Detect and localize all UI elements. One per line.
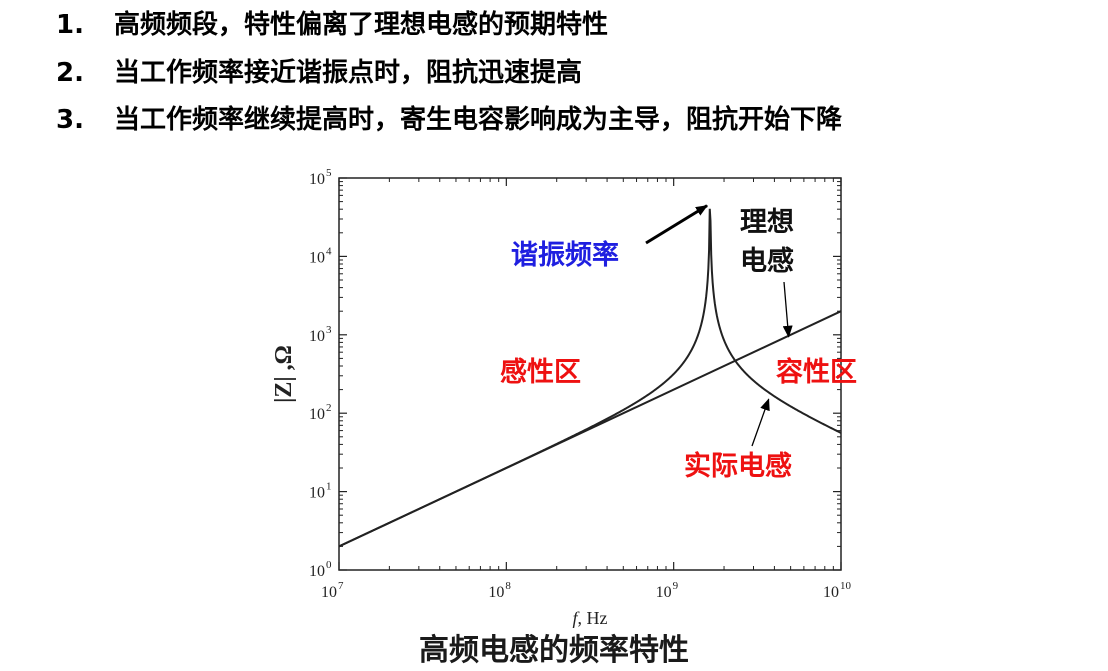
point-1-text: 高频频段，特性偏离了理想电感的预期特性 [114,10,609,40]
x-tick-label-0: 10 [321,584,337,601]
point-2: 2. 当工作频率接近谐振点时，阻抗迅速提高 [56,56,582,90]
y-tick-exponent-3: 3 [326,324,332,336]
x-axis-label: f, Hz [572,608,607,628]
figure-caption: 高频电感的频率特性 [419,633,689,668]
real-inductor-label: 实际电感 [684,450,792,482]
x-tick-label-3: 10 [823,584,839,601]
x-tick-label-2: 10 [656,584,672,601]
capacitive-region-label: 容性区 [776,356,857,388]
y-tick-exponent-2: 2 [326,402,332,414]
x-tick-exponent-1: 8 [505,580,511,592]
ideal-inductor-label-line2: 电感 [740,245,794,277]
real-inductor-curve [338,208,842,548]
inductive-region-label: 感性区 [500,356,581,388]
y-tick-label-5: 10 [309,171,325,188]
y-tick-label-4: 10 [309,249,325,266]
y-tick-label-1: 10 [309,485,325,502]
x-tick-exponent-3: 10 [840,580,852,592]
x-tick-label-1: 10 [488,584,504,601]
point-2-text: 当工作频率接近谐振点时，阻抗迅速提高 [114,58,583,88]
x-axis-label-unit: , Hz [578,608,608,628]
ideal-inductor-label-line1: 理想 [740,207,794,238]
y-tick-exponent-1: 1 [326,481,332,493]
real-inductor-arrow [751,398,770,447]
y-tick-exponent-5: 5 [326,167,332,179]
y-tick-exponent-4: 4 [326,245,332,257]
point-1: 1. 高频频段，特性偏离了理想电感的预期特性 [56,8,608,42]
x-tick-exponent-0: 7 [338,580,344,592]
x-axis-label-var: f [572,608,580,628]
point-3-text: 当工作频率继续提高时，寄生电容影响成为主导，阻抗开始下降 [114,105,843,135]
y-tick-label-2: 10 [309,406,325,423]
resonance-label: 谐振频率 [511,239,619,271]
point-2-number: 2. [56,58,84,88]
point-3-number: 3. [56,105,84,135]
y-tick-label-3: 10 [309,328,325,345]
y-tick-exponent-0: 0 [326,559,332,571]
x-tick-exponent-2: 9 [673,580,679,592]
point-3: 3. 当工作频率继续提高时，寄生电容影响成为主导，阻抗开始下降 [56,103,842,137]
plot-frame [338,177,842,571]
resonance-arrow [645,204,708,245]
point-1-number: 1. [56,10,84,40]
y-tick-label-0: 10 [309,563,325,580]
ideal-inductor-arrow [782,281,793,338]
y-axis-label: |Z| ,Ω [271,345,297,403]
